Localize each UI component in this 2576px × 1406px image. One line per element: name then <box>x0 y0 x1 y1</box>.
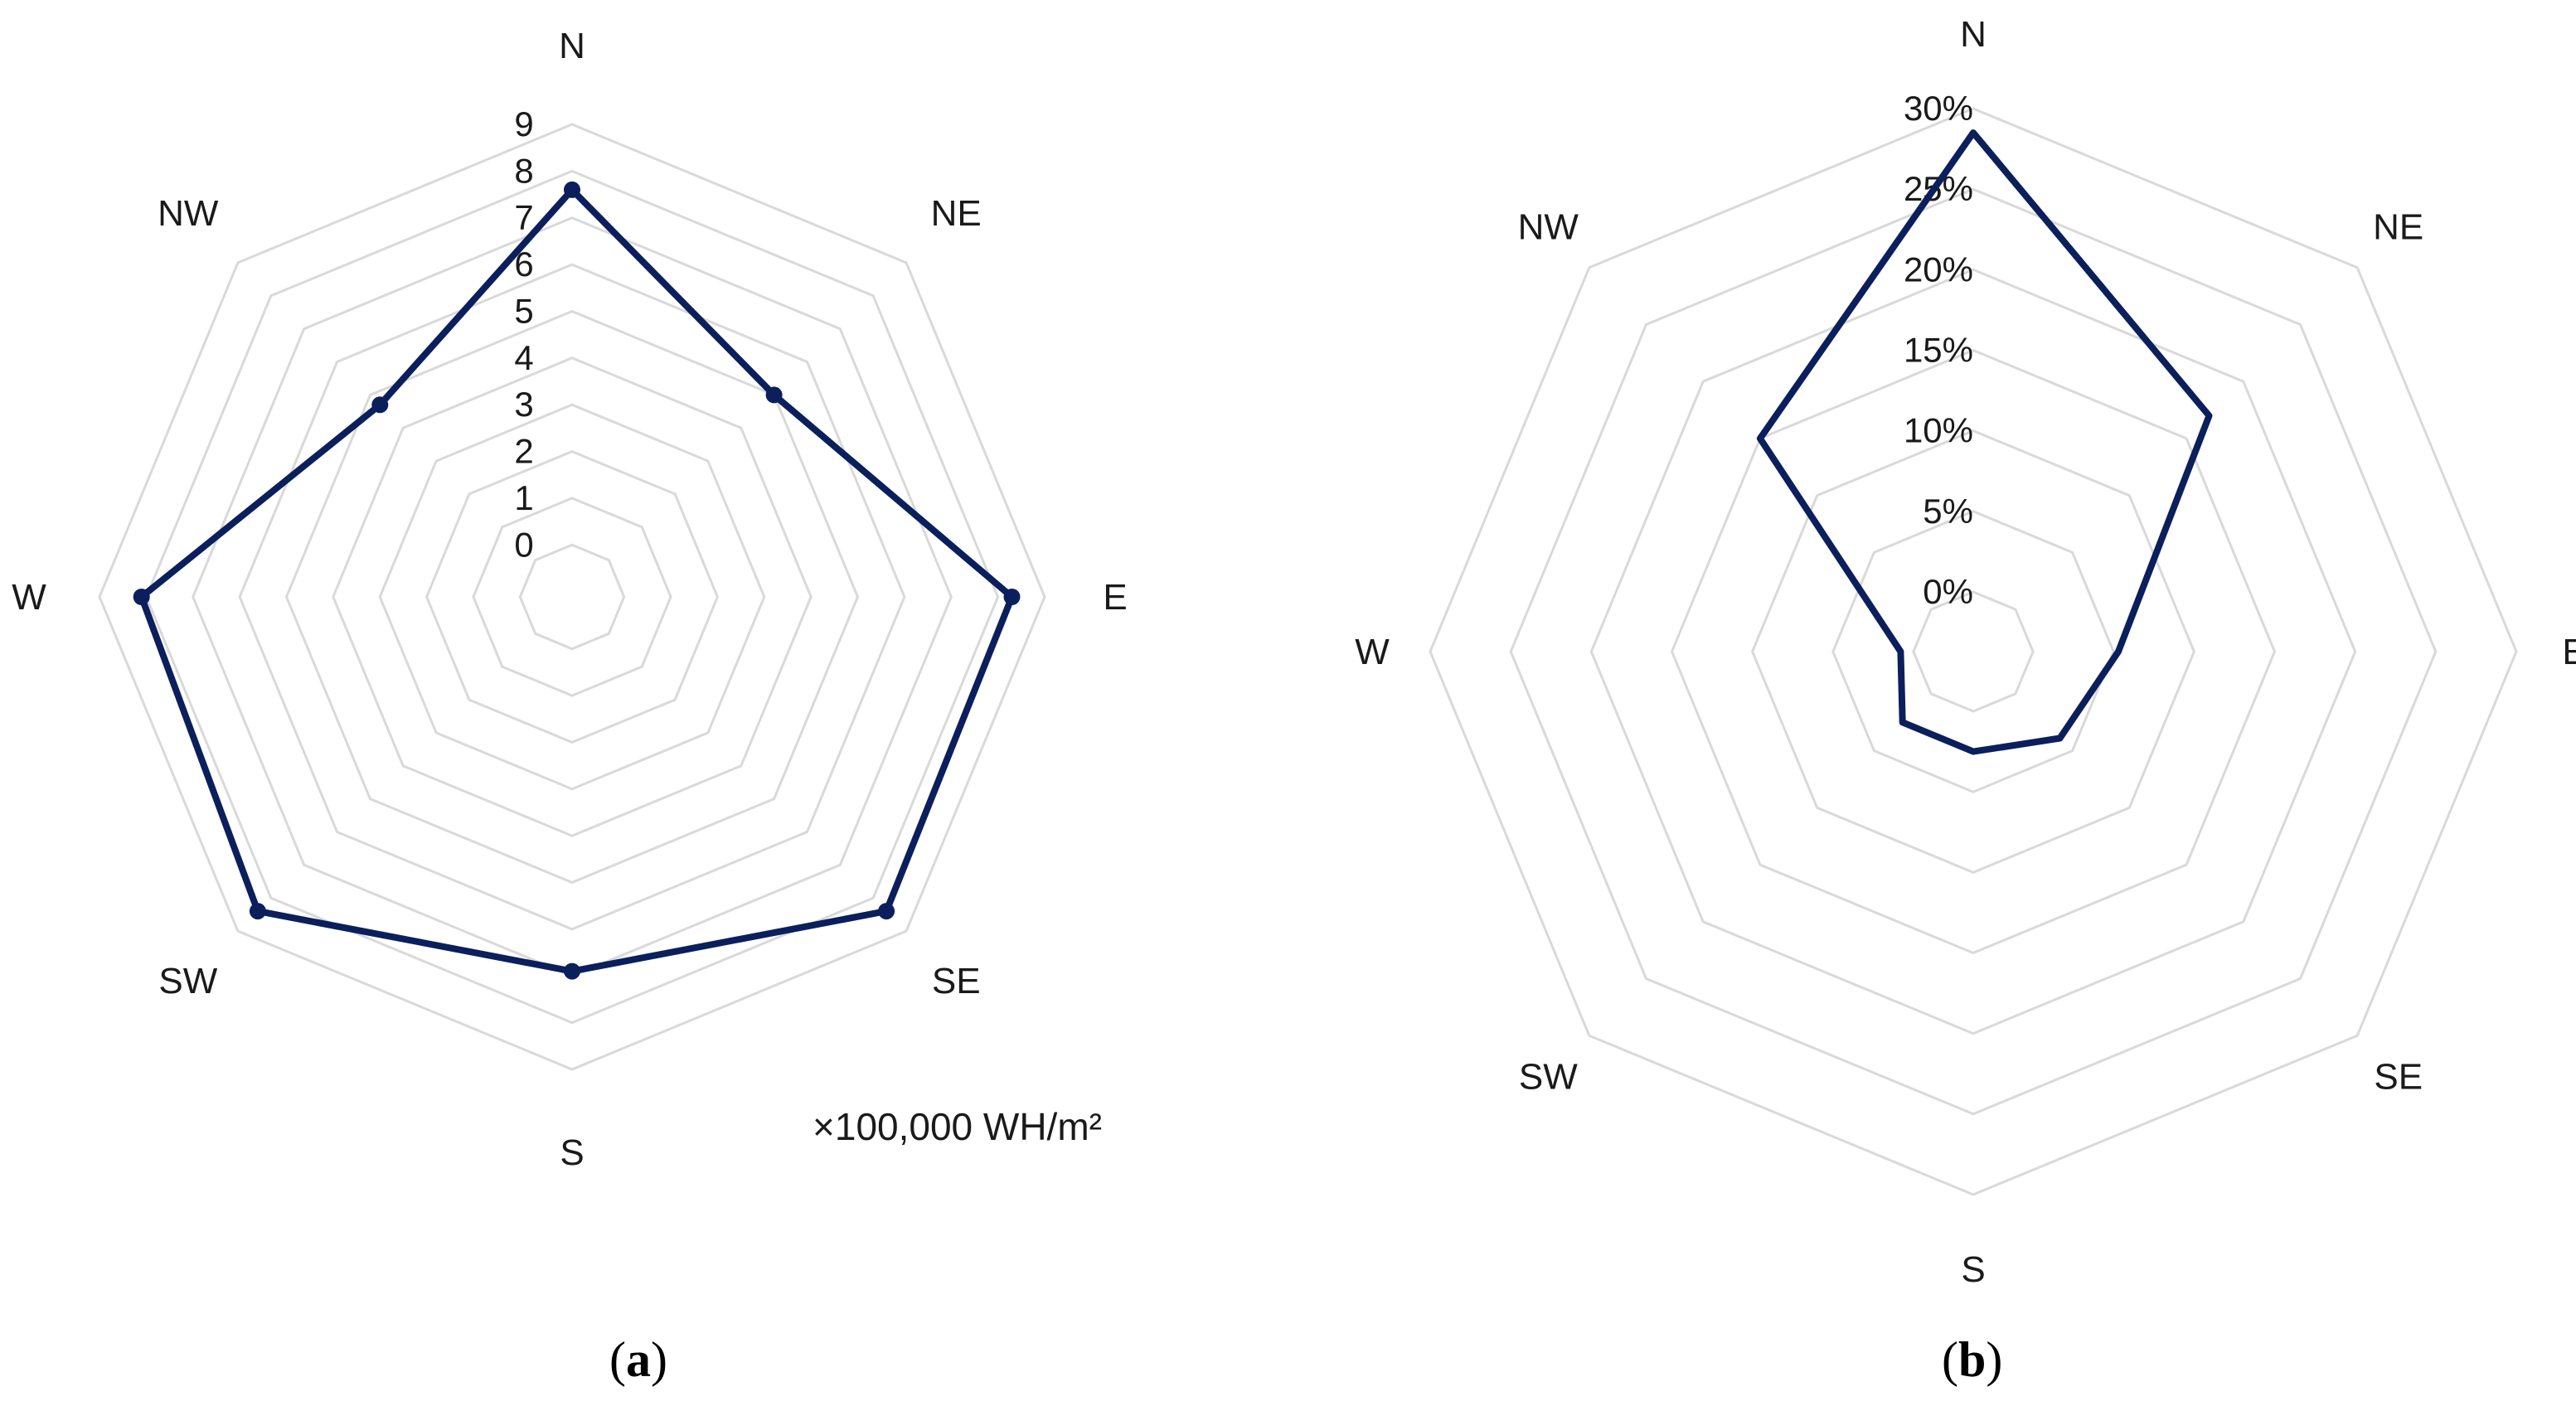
grid-ring <box>1509 187 2438 1116</box>
category-label: NE <box>2373 206 2423 247</box>
category-label: SE <box>932 961 981 1001</box>
radial-ticks-a: 0 1 2 3 4 5 6 7 8 9 <box>514 104 533 564</box>
grid-ring <box>1429 107 2518 1196</box>
tick-label: 6 <box>514 245 533 284</box>
data-point <box>133 589 150 605</box>
tick-label: 5 <box>514 292 533 331</box>
tick-label: 4 <box>514 338 533 377</box>
category-label: N <box>1960 14 1987 55</box>
grid-ring <box>1750 429 2196 875</box>
unit-label-a: ×100,000 WH/m² <box>813 1105 1102 1148</box>
panel-caption-a: (a) <box>609 1332 667 1387</box>
grid-ring <box>518 543 626 651</box>
grid-ring <box>1670 348 2277 955</box>
tick-label: 25% <box>1904 169 1973 208</box>
series-b <box>1756 129 2213 755</box>
tick-label: 1 <box>514 478 533 517</box>
tick-label: 9 <box>514 104 533 143</box>
tick-label: 15% <box>1904 331 1973 370</box>
series-line <box>1756 129 2213 755</box>
category-label: W <box>1355 632 1390 672</box>
grid-rings-a <box>98 123 1046 1071</box>
category-label: NW <box>1518 206 1579 247</box>
tick-label: 3 <box>514 385 533 424</box>
tick-label: 10% <box>1904 411 1973 450</box>
data-point <box>564 962 580 980</box>
data-point <box>1003 589 1021 605</box>
category-label: N <box>559 26 585 66</box>
grid-ring <box>472 497 672 697</box>
series-a <box>133 181 1021 980</box>
tick-label: 2 <box>514 432 533 471</box>
tick-label: 8 <box>514 151 533 190</box>
category-label: E <box>2562 632 2576 672</box>
grid-ring <box>192 216 953 977</box>
tick-label: 0% <box>1923 572 1973 611</box>
tick-label: 5% <box>1923 492 1973 531</box>
grid-ring <box>1912 590 2035 713</box>
data-point <box>878 903 895 920</box>
tick-label: 30% <box>1904 89 1973 128</box>
radial-ticks-b: 0% 5% 10% 15% 20% 25% 30% <box>1904 89 1973 611</box>
data-point <box>564 181 580 198</box>
category-label: S <box>560 1132 584 1173</box>
category-label: SW <box>1519 1057 1578 1098</box>
tick-label: 20% <box>1904 250 1973 288</box>
category-label: NW <box>158 193 219 234</box>
grid-ring <box>332 356 813 837</box>
grid-ring <box>144 169 1000 1025</box>
category-label: SE <box>2374 1057 2423 1098</box>
grid-ring <box>1589 268 2357 1035</box>
category-labels-b: N NE E SE S SW W NW <box>1355 14 2576 1290</box>
grid-ring <box>98 123 1046 1071</box>
data-point <box>371 396 389 414</box>
data-point <box>249 903 266 920</box>
data-point <box>765 386 783 404</box>
grid-ring <box>284 309 860 885</box>
grid-rings-b <box>1429 107 2518 1196</box>
category-label: NE <box>931 193 982 234</box>
category-label: W <box>12 577 46 618</box>
category-labels-a: N NE E SE S SW W NW <box>12 26 1127 1173</box>
panel-caption-b: (b) <box>1942 1332 2002 1387</box>
tick-label: 7 <box>514 198 533 237</box>
series-line <box>138 186 1016 975</box>
grid-ring <box>424 449 720 744</box>
category-label: SW <box>158 961 217 1001</box>
grid-ring <box>238 263 906 931</box>
grid-ring <box>378 403 766 791</box>
radar-chart-b: 0% 5% 10% 15% 20% 25% 30% N NE E SE S SW W NW (b) <box>1355 14 2576 1387</box>
tick-label: 0 <box>514 525 533 564</box>
radar-chart-a: 0 1 2 3 4 5 6 7 8 9 N NE E SE S SW W NW ×100,000 WH/m² (… <box>12 26 1127 1387</box>
category-label: E <box>1103 577 1127 618</box>
category-label: S <box>1961 1249 1985 1290</box>
